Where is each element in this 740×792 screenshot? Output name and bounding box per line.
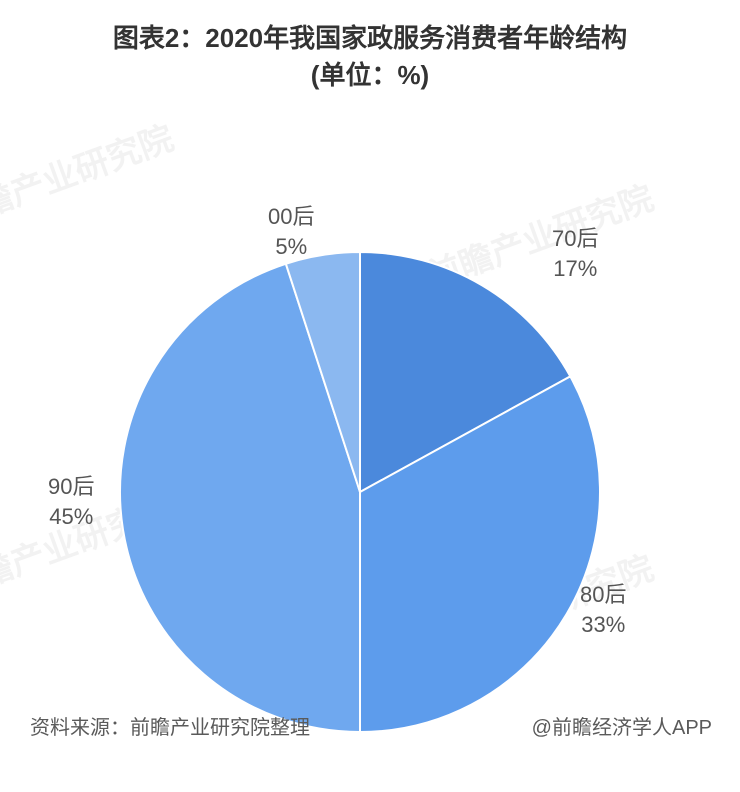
slice-label-80后: 80后33% [580, 580, 626, 639]
footer-source: 资料来源：前瞻产业研究院整理 [30, 711, 310, 740]
slice-label-name: 70后 [552, 224, 598, 254]
slice-label-90后: 90后45% [48, 472, 94, 531]
footer: 资料来源：前瞻产业研究院整理 @前瞻经济学人APP [0, 711, 740, 740]
pie-svg [0, 92, 740, 792]
slice-label-percent: 45% [48, 502, 94, 532]
slice-label-00后: 00后5% [268, 202, 314, 261]
slice-label-percent: 33% [580, 610, 626, 640]
footer-attribution: @前瞻经济学人APP [532, 711, 712, 740]
title-line-2: (单位：%) [0, 55, 740, 92]
slice-label-percent: 5% [268, 232, 314, 262]
title-line-1: 图表2：2020年我国家政服务消费者年龄结构 [0, 18, 740, 55]
slice-label-name: 80后 [580, 580, 626, 610]
chart-title: 图表2：2020年我国家政服务消费者年龄结构 (单位：%) [0, 0, 740, 92]
slice-label-name: 90后 [48, 472, 94, 502]
pie-chart: 70后17% 80后33% 90后45% 00后5% [0, 92, 740, 792]
slice-label-name: 00后 [268, 202, 314, 232]
slice-label-percent: 17% [552, 254, 598, 284]
slice-label-70后: 70后17% [552, 224, 598, 283]
